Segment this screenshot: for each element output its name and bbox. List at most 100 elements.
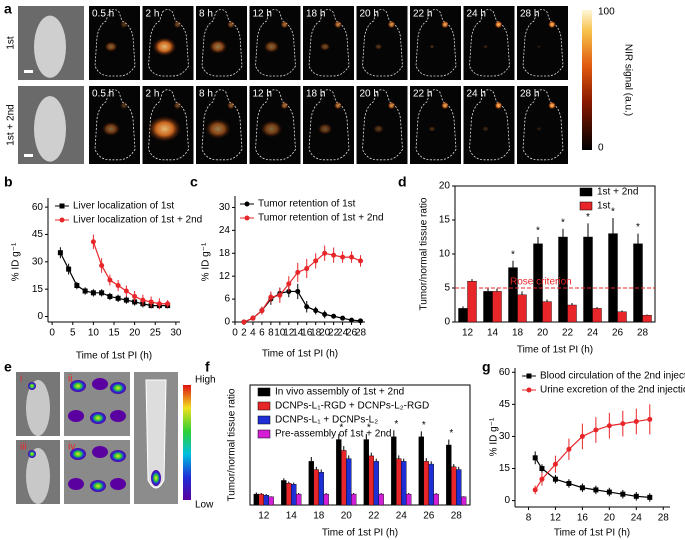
significance-mark: * [422,420,426,431]
data-point [606,423,612,429]
data-point [552,461,558,467]
colorbar [183,385,191,500]
image-label: iv [68,442,75,453]
legend-label: Urine excretion of the 2nd injection [540,385,685,396]
tumor-signal [227,20,235,29]
x-tick-label: 15 [108,328,120,339]
mouse-outline [308,89,350,161]
data-point [115,283,121,289]
nir-image [517,6,568,80]
y-tick-label: 15 [439,215,451,226]
mouse-outline [94,89,136,161]
organ-signal [68,478,84,490]
x-tick-label: 24 [337,328,349,339]
nir-image [356,6,408,80]
x-tick-label: 12 [283,328,295,339]
x-tick-label: 10 [88,328,100,339]
legend-swatch [257,401,271,411]
x-tick-label: 20 [604,513,616,524]
nir-image [356,86,408,164]
data-point [566,480,572,486]
nir-signal [317,123,333,135]
tumor-signal [28,450,36,458]
x-tick-label: 2 [241,328,247,339]
mouse-body [34,15,66,78]
time-label: 22 h [413,89,432,100]
x-tick-label: 22 [328,328,340,339]
bar [308,461,315,506]
bar [341,450,347,506]
legend-label: 1st [597,201,611,212]
mouse-outline [469,9,510,77]
data-point [358,258,364,264]
data-point [74,283,80,289]
panel-label: e [4,359,12,375]
bar [467,281,477,323]
time-label: 18 h [306,9,325,20]
legend-marker [59,203,65,209]
nir-signal [101,121,121,137]
x-tick-label: 20 [341,511,353,522]
x-tick-label: 8 [526,513,532,524]
data-point [606,489,612,495]
x-tick-label: 12 [258,511,270,522]
colorbar-title: NIR signal (a.u.) [622,44,633,116]
legend-marker [526,387,532,393]
bar [296,493,302,506]
bar [253,493,260,506]
image-label: iii [20,442,27,453]
data-point [140,297,146,303]
legend-label: Tumor retention of 1st [258,199,356,210]
data-point [132,293,138,299]
mouse-outline [522,9,564,77]
tumor-signal [441,20,449,29]
bar [446,444,452,506]
legend-label: Liver localization of 1st + 2nd [73,215,202,226]
data-point [539,476,545,482]
data-point [250,315,256,321]
data-point [322,250,328,256]
y-axis-label: Tumor/normal tissue ratio [419,197,430,310]
tube [145,379,167,489]
colorbar-min: 0 [598,143,604,154]
organ-signal [92,446,108,458]
x-tick-label: 22 [368,511,380,522]
series-line [92,241,168,305]
y-axis-label: % ID g⁻¹ [201,242,212,281]
nir-signal [319,42,331,51]
y-tick-label: 60 [32,202,44,213]
tumor-signal [494,20,503,29]
mouse-outline [94,9,136,77]
colorbar-max: 100 [598,7,615,18]
legend-marker [244,215,250,221]
mouse-body [26,380,50,436]
nir-image [410,86,461,164]
time-label: 0.5 h [92,89,114,100]
nir-signal [152,37,177,57]
y-tick-label: 15 [32,284,44,295]
legend-swatch [579,187,593,197]
bar [483,291,493,323]
organ-signal [110,478,126,490]
bar [286,482,292,506]
organ-signal [70,380,86,392]
data-point [620,491,626,497]
nir-signal [429,44,435,49]
x-tick-label: 28 [637,328,649,339]
panel-label: g [482,359,491,375]
data-point [331,313,337,319]
data-point [123,288,129,294]
bar [423,461,429,506]
bar [268,496,274,506]
y-tick-label: 30 [499,431,511,442]
data-point [566,446,572,452]
time-label: 2 h [146,89,160,100]
bar [346,458,352,506]
x-tick-label: 18 [313,511,325,522]
data-point [90,290,96,296]
data-point [579,485,585,491]
time-label: 22 h [413,9,432,20]
nir-signal [482,44,489,49]
x-axis-label: Time of 1st PI (h) [76,351,152,362]
